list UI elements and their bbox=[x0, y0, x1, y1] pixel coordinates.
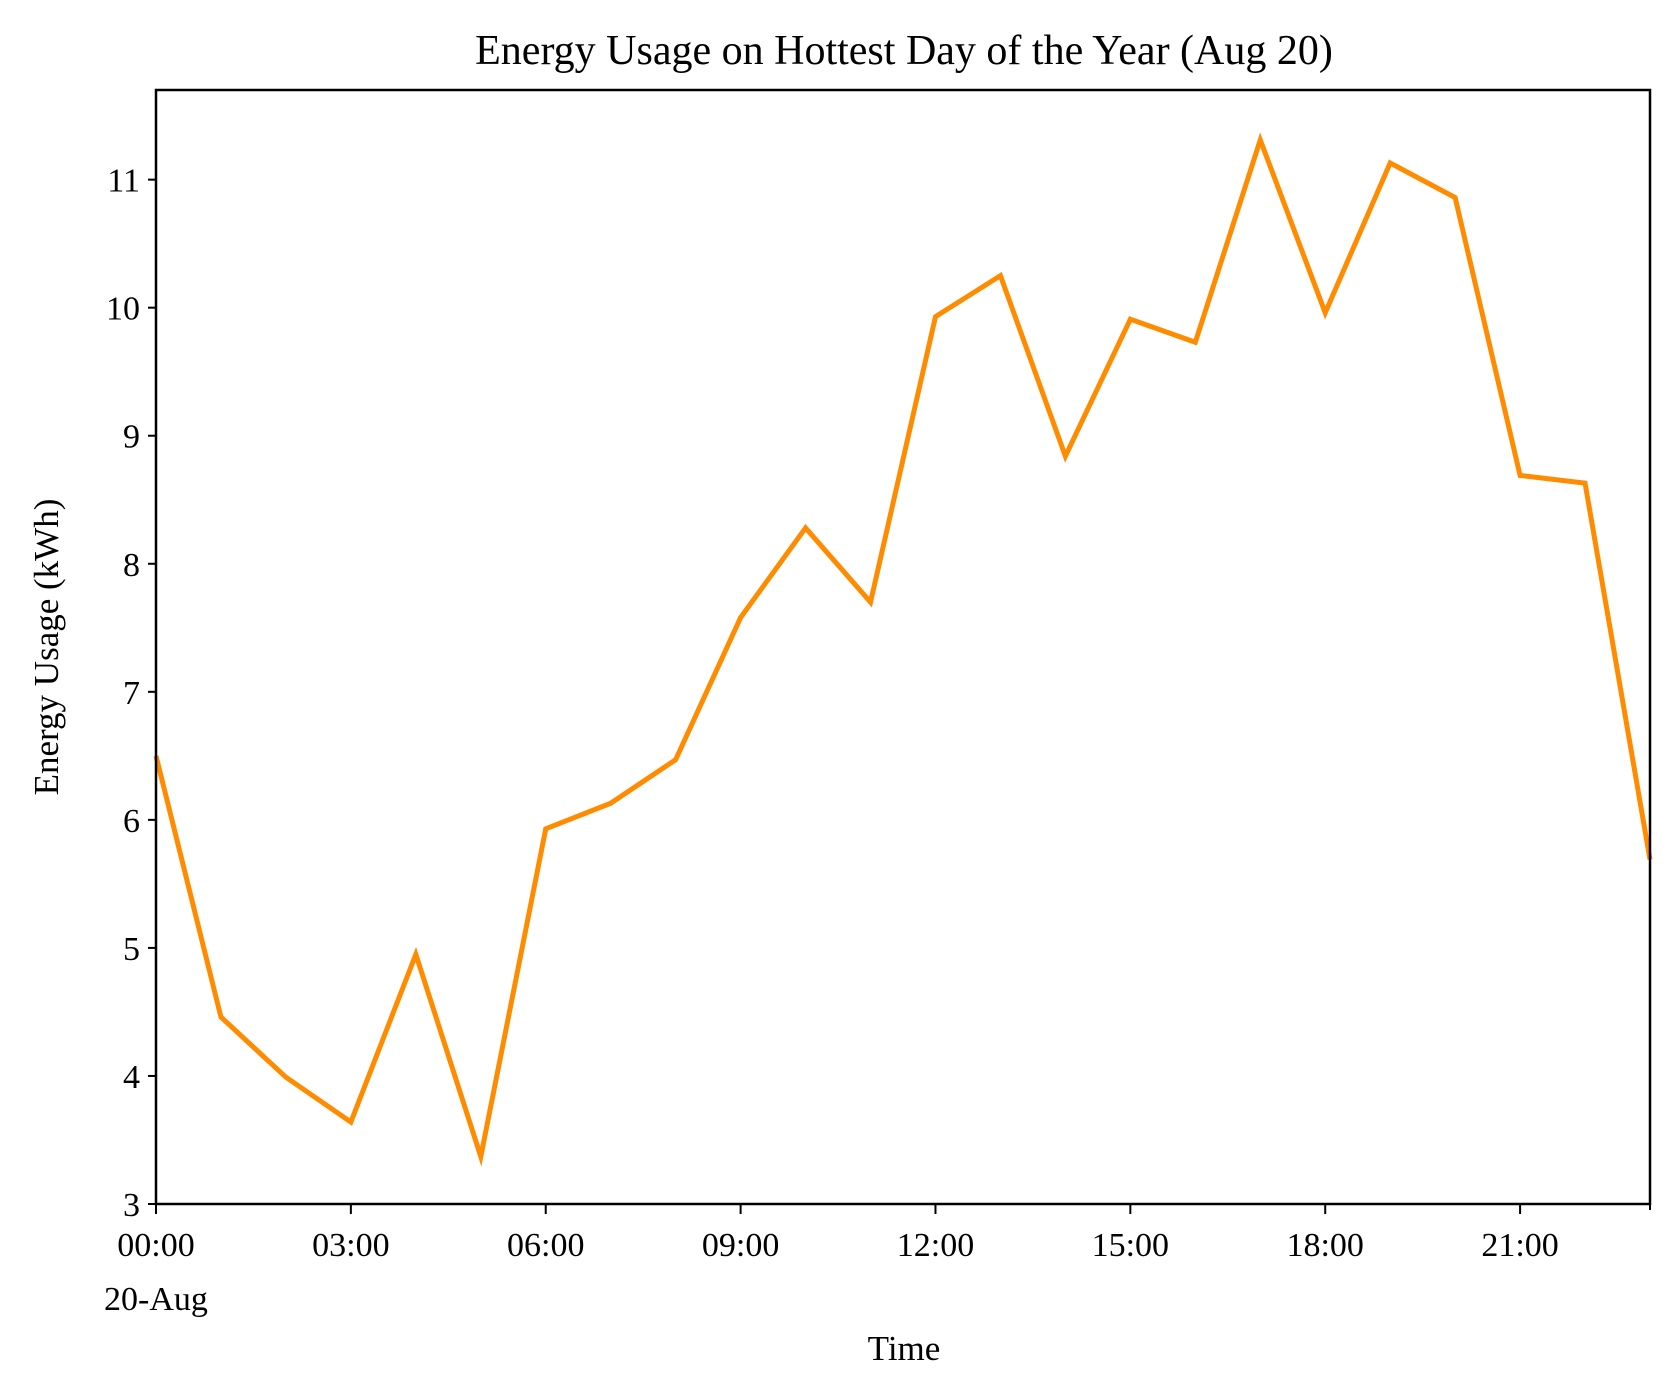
x-tick-label: 00:00 bbox=[117, 1227, 194, 1264]
x-tick-label: 15:00 bbox=[1092, 1227, 1169, 1264]
y-tick-label: 11 bbox=[107, 163, 140, 200]
x-date-label: 20-Aug bbox=[104, 1281, 208, 1318]
x-tick-label: 21:00 bbox=[1481, 1227, 1558, 1264]
chart-title: Energy Usage on Hottest Day of the Year … bbox=[475, 28, 1333, 74]
x-tick-label: 09:00 bbox=[702, 1227, 779, 1264]
y-tick-label: 9 bbox=[123, 419, 140, 456]
y-tick-label: 3 bbox=[123, 1187, 140, 1224]
x-axis-title: Time bbox=[868, 1329, 941, 1368]
x-tick-label: 06:00 bbox=[507, 1227, 584, 1264]
series-line-1 bbox=[153, 132, 1653, 1167]
y-tick-label: 5 bbox=[123, 931, 140, 968]
y-tick-label: 4 bbox=[123, 1059, 140, 1096]
x-tick-label: 12:00 bbox=[897, 1227, 974, 1264]
y-tick-label: 10 bbox=[106, 291, 140, 328]
x-axis: 00:00 03:00 06:00 09:00 12:00 15:00 18:00 21:00 bbox=[117, 1204, 1651, 1264]
y-tick-label: 7 bbox=[123, 675, 140, 712]
y-tick-label: 6 bbox=[123, 803, 140, 840]
plot-frame bbox=[154, 88, 1652, 1206]
x-tick-label: 18:00 bbox=[1286, 1227, 1363, 1264]
plot-content bbox=[153, 132, 1653, 1167]
y-tick-label: 8 bbox=[123, 547, 140, 584]
y-axis-title: Energy Usage (kWh) bbox=[27, 499, 66, 796]
y-axis: 3 4 5 6 7 8 9 10 11 bbox=[106, 163, 156, 1224]
x-tick-label: 03:00 bbox=[312, 1227, 389, 1264]
